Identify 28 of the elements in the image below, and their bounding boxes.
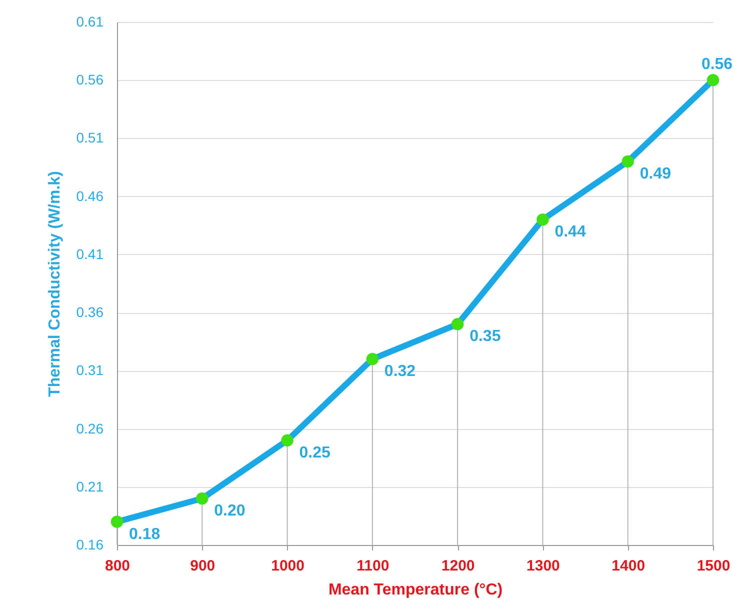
data-label: 0.44 [554, 224, 586, 241]
x-axis-title: Mean Temperature (°C) [328, 582, 503, 598]
data-label: 0.25 [299, 444, 331, 462]
x-tick-label: 1500 [696, 558, 730, 574]
y-axis-title: Thermal Conductivity (W/m.k) [46, 171, 64, 397]
data-label: 0.20 [214, 502, 246, 520]
data-label: 0.35 [470, 328, 501, 346]
x-tick-label: 1400 [612, 558, 646, 574]
x-tick-label: 1300 [526, 558, 560, 574]
data-label: 0.18 [129, 526, 160, 543]
data-label: 0.56 [701, 56, 733, 74]
y-tick-label: 0.26 [76, 420, 104, 436]
y-tick-label: 0.31 [76, 362, 104, 378]
data-label: 0.49 [640, 165, 672, 182]
x-tick-label: 1200 [441, 558, 475, 574]
y-tick-label: 0.21 [76, 478, 104, 494]
y-tick-label: 0.41 [76, 246, 104, 262]
y-tick-label: 0.51 [76, 130, 104, 146]
y-tick-label: 0.61 [76, 14, 104, 30]
x-tick-label: 1000 [271, 558, 304, 574]
x-tick-label: 900 [190, 558, 216, 574]
y-tick-label: 0.56 [76, 72, 104, 88]
y-tick-label: 0.36 [76, 304, 104, 320]
y-tick-label: 0.16 [76, 536, 104, 552]
x-tick-label: 1100 [356, 558, 390, 574]
y-tick-label: 0.46 [76, 188, 104, 204]
data-label: 0.32 [384, 363, 416, 380]
x-tick-label: 800 [104, 558, 130, 574]
